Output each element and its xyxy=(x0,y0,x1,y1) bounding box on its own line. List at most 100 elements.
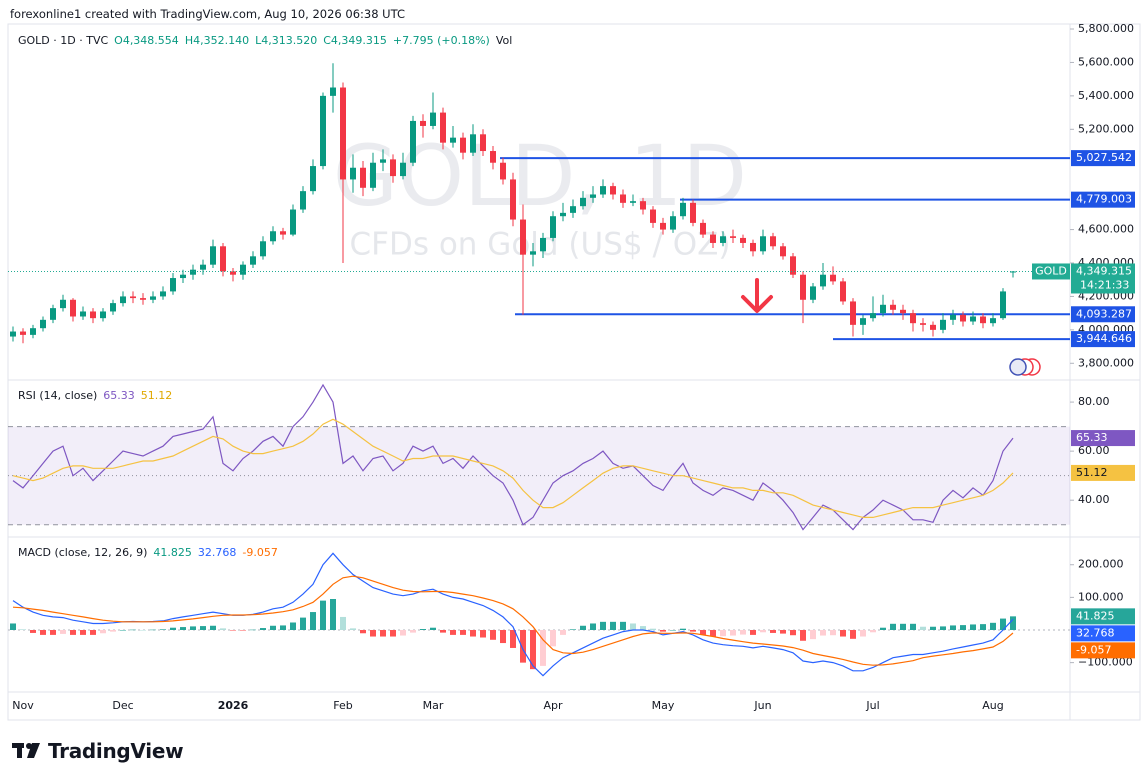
candle-body xyxy=(910,313,916,324)
level-tag: 3,944.646 xyxy=(1076,332,1132,345)
level-tag: 5,027.542 xyxy=(1076,151,1132,164)
histogram-bar xyxy=(860,630,866,637)
candle-body xyxy=(390,159,396,177)
candle-body xyxy=(490,151,496,163)
candle-body xyxy=(480,134,486,152)
histogram-bar xyxy=(240,630,246,631)
histogram-bar xyxy=(160,629,166,630)
candle-body xyxy=(170,278,176,292)
y-tick-label: 5,800.000 xyxy=(1078,22,1134,35)
histogram-bar xyxy=(930,626,936,630)
x-tick-label: Aug xyxy=(982,699,1003,712)
candle-body xyxy=(250,256,256,265)
histogram-bar xyxy=(440,630,446,633)
candle-body xyxy=(150,296,156,300)
histogram-bar xyxy=(570,629,576,630)
brand: TradingView xyxy=(48,739,184,763)
candle-body xyxy=(990,318,996,324)
histogram-bar xyxy=(70,630,76,635)
candle-body xyxy=(540,237,546,252)
macd-line xyxy=(12,552,1014,677)
candle-body xyxy=(420,120,426,126)
histogram-bar xyxy=(180,627,186,630)
candle-body xyxy=(870,313,876,319)
histogram-bar xyxy=(80,630,86,635)
histogram-bar xyxy=(690,630,696,632)
macd-value: 32.768 xyxy=(197,546,237,559)
candle-body xyxy=(880,304,886,314)
y-tick-label: 60.00 xyxy=(1078,444,1110,457)
histogram-bar xyxy=(310,612,316,630)
histogram-bar xyxy=(170,627,176,630)
value-tag: -9.057 xyxy=(1076,643,1111,656)
value-tag: 51.12 xyxy=(1076,466,1108,479)
histogram-bar xyxy=(270,625,276,630)
candle-body xyxy=(610,186,616,195)
candle-body xyxy=(30,328,36,335)
level-tag-bg xyxy=(1071,191,1135,208)
candle-body xyxy=(900,309,906,314)
histogram-bar xyxy=(300,617,306,630)
y-tick-label: 80.00 xyxy=(1078,395,1110,408)
candle-body xyxy=(230,271,236,275)
x-tick-label: Jul xyxy=(865,699,879,712)
histogram-bar xyxy=(290,622,296,630)
candle-body xyxy=(560,212,566,217)
candle-body xyxy=(740,237,746,243)
candle-body xyxy=(430,112,436,126)
histogram-bar xyxy=(580,625,586,630)
level-tag: 4,779.003 xyxy=(1076,193,1132,206)
candle-body xyxy=(200,264,206,270)
last-price-label: 4,349.315 xyxy=(1076,264,1132,277)
x-tick-label: Dec xyxy=(112,699,133,712)
histogram-bar xyxy=(770,630,776,633)
histogram-bar xyxy=(950,625,956,630)
level-tag: 4,093.287 xyxy=(1076,307,1132,320)
histogram-bar xyxy=(680,628,686,630)
candle-body xyxy=(330,87,336,96)
rsi-line xyxy=(12,418,1014,518)
frame xyxy=(7,23,1141,721)
rsi-line xyxy=(12,383,1014,531)
histogram-bar xyxy=(350,628,356,630)
histogram-bar xyxy=(520,630,526,663)
change: +7.795 (+0.18%) xyxy=(392,34,490,47)
countdown: 14:21:33 xyxy=(1080,278,1129,291)
histogram-bar xyxy=(410,630,416,633)
histogram-bar xyxy=(320,600,326,630)
histogram-bar xyxy=(840,630,846,637)
candle-body xyxy=(100,311,106,319)
candle-body xyxy=(400,162,406,177)
histogram-bar xyxy=(820,630,826,636)
histogram-bar xyxy=(560,630,566,635)
rsi-legend: RSI (14, close) 65.33 51.12 xyxy=(18,389,172,402)
x-tick-label: 2026 xyxy=(218,699,249,712)
histogram-bar xyxy=(510,630,516,648)
rsi-ma-value: 51.12 xyxy=(140,389,173,402)
x-tick-label: Apr xyxy=(543,699,563,712)
candle-body xyxy=(630,201,636,203)
candle-body xyxy=(190,269,196,275)
histogram-bar xyxy=(980,624,986,630)
x-tick-label: Jun xyxy=(753,699,771,712)
candle-body xyxy=(1000,291,1006,319)
macd-line xyxy=(12,575,1014,666)
y-tick-label: 200.000 xyxy=(1078,558,1124,571)
candle-body xyxy=(240,264,246,275)
y-tick-label: 40.00 xyxy=(1078,493,1110,506)
histogram-bar xyxy=(480,630,486,638)
histogram-bar xyxy=(890,623,896,630)
histogram-bar xyxy=(830,630,836,636)
candle-body xyxy=(770,236,776,247)
candle-body xyxy=(940,319,946,330)
histogram-bar xyxy=(620,621,626,630)
histogram-bar xyxy=(880,627,886,630)
level-tag-bg xyxy=(1071,306,1135,323)
value-tag-bg xyxy=(1071,625,1135,642)
candle-body xyxy=(530,251,536,255)
candle-body xyxy=(890,304,896,310)
histogram-bar xyxy=(20,629,26,630)
value-tag: 41.825 xyxy=(1076,609,1115,622)
